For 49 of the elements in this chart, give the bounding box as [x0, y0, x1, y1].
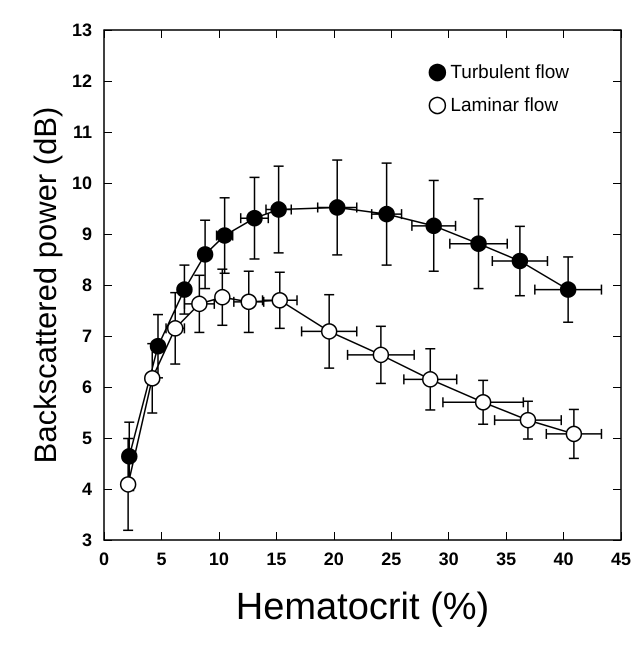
y-tick-label: 8: [82, 275, 92, 295]
y-tick-label: 10: [72, 173, 92, 193]
y-tick-label: 12: [72, 71, 92, 91]
point: [425, 218, 442, 234]
x-axis-title: Hematocrit (%): [236, 586, 490, 628]
point: [474, 394, 492, 411]
point: [328, 199, 346, 216]
point: [191, 296, 208, 312]
x-tick-label: 35: [496, 549, 516, 569]
point: [272, 292, 288, 309]
point: [270, 201, 287, 218]
y-axis-title: Backscattered power (dB): [28, 106, 64, 464]
x-tick-label: 5: [156, 549, 166, 569]
point: [216, 227, 233, 244]
y-tick-label: 9: [82, 224, 92, 244]
y-tick-label: 3: [82, 530, 92, 550]
point: [372, 346, 390, 364]
y-tick-label: 7: [82, 326, 92, 346]
x-tick-label: 45: [610, 549, 632, 569]
x-tick-label: 10: [208, 549, 229, 569]
point: [422, 371, 439, 388]
y-tick-label: 5: [82, 428, 92, 448]
x-tick-label: 20: [324, 549, 344, 569]
legend-label: Laminar flow: [450, 95, 558, 116]
point: [566, 426, 582, 442]
x-tick-label: 15: [266, 549, 286, 569]
point: [144, 370, 160, 387]
point: [512, 252, 528, 270]
point: [240, 294, 258, 310]
point: [320, 323, 338, 340]
point: [176, 281, 193, 298]
legend-label: Turbulent flow: [450, 62, 570, 83]
point: [120, 476, 136, 493]
x-tick-label: 0: [98, 549, 110, 569]
point: [121, 448, 138, 465]
point: [246, 210, 263, 226]
x-tick-label: 30: [438, 549, 459, 569]
y-tick-label: 11: [72, 122, 92, 142]
x-tick-label: 25: [381, 549, 402, 569]
x-tick-label: 40: [554, 549, 574, 569]
y-tick-label: 4: [82, 479, 92, 499]
y-tick-label: 6: [82, 377, 92, 397]
point: [196, 246, 214, 263]
point: [378, 206, 395, 222]
point: [150, 338, 166, 354]
point: [520, 412, 536, 428]
y-tick-label: 13: [72, 20, 92, 40]
point: [470, 235, 487, 252]
point: [560, 281, 576, 298]
